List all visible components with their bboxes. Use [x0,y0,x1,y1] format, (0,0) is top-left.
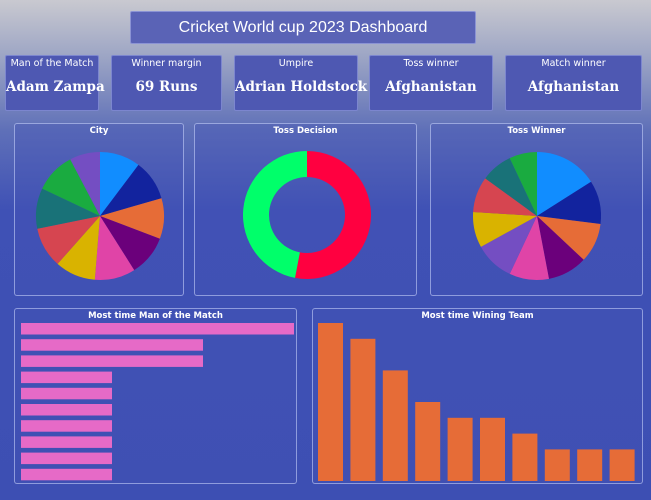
pie-slice[interactable] [100,198,164,239]
bar[interactable] [512,433,538,481]
bar[interactable] [447,417,473,481]
card-label: Match winner [541,58,606,69]
card-value: Adrian Holdstock [235,79,368,95]
card-man-of-the-match[interactable]: Man of the Match Adam Zampa [5,55,105,111]
pie-slice[interactable] [70,152,100,216]
card-label: Man of the Match [10,58,94,69]
bar[interactable] [21,436,112,448]
most-man-of-match-panel[interactable]: Most time Man of the Match [14,308,297,484]
pie-slice[interactable] [537,181,601,225]
pie-slice[interactable] [485,158,537,216]
card-value: Afghanistan [385,79,477,95]
most-winning-team-panel[interactable]: Most time Wining Team [312,308,643,484]
card-label: Umpire [278,58,314,69]
card-label: Winner margin [131,58,202,69]
pie-slice[interactable] [243,151,307,278]
bar[interactable] [21,387,112,400]
chart-title: Most time Wining Team [421,311,534,321]
most-man-of-match-bar-chart [21,323,294,481]
chart-title: Toss Winner [507,126,566,136]
pie-slice[interactable] [537,152,592,216]
pie-slice[interactable] [94,216,135,280]
bar[interactable] [21,468,112,481]
chart-title: Toss Decision [273,126,338,136]
dashboard-title: Cricket World cup 2023 Dashboard [130,11,476,44]
pie-slice[interactable] [537,216,601,260]
toss-winner-pie-chart [473,152,601,280]
pie-slice[interactable] [100,152,139,216]
card-label: Toss winner [403,58,459,69]
pie-slice[interactable] [100,164,162,216]
pie-slice[interactable] [57,216,100,280]
pie-slice[interactable] [473,211,537,247]
bar[interactable] [382,370,408,481]
most-winning-team-bar-chart [318,323,635,481]
pie-slice[interactable] [100,216,160,271]
bar[interactable] [21,371,112,384]
pie-slice[interactable] [37,216,100,264]
bar[interactable] [609,449,635,481]
bar[interactable] [415,402,441,481]
bar[interactable] [21,420,112,432]
pie-slice[interactable] [509,216,549,280]
bar[interactable] [21,452,112,465]
toss-decision-donut-chart [243,151,371,279]
card-winner-margin[interactable]: Winner margin 69 Runs [111,55,222,111]
card-value: Afghanistan [527,79,620,95]
pie-slice[interactable] [537,216,584,279]
card-umpire[interactable]: Umpire Adrian Holdstock [234,55,368,111]
pie-slice[interactable] [509,152,537,216]
chart-title: Most time Man of the Match [88,311,223,321]
toss-decision-donut-panel[interactable]: Toss Decision [194,123,417,296]
bar[interactable] [21,404,112,416]
bar[interactable] [318,323,343,481]
bar[interactable] [21,339,203,351]
card-match-winner[interactable]: Match winner Afghanistan [505,55,642,111]
card-value: Adam Zampa [6,79,105,95]
bar[interactable] [21,323,294,335]
chart-title: City [89,126,109,136]
pie-slice[interactable] [480,216,537,274]
toss-winner-pie-panel[interactable]: Toss Winner [430,123,643,296]
bar[interactable] [21,355,203,367]
city-pie-chart [36,152,164,280]
pie-slice[interactable] [295,151,371,279]
card-value: 69 Runs [135,79,198,95]
city-pie-panel[interactable]: City [14,123,184,296]
pie-slice[interactable] [42,159,100,216]
pie-slice[interactable] [473,178,537,216]
bar[interactable] [577,449,603,481]
bar[interactable] [350,338,376,481]
pie-slice[interactable] [36,188,100,229]
bar[interactable] [544,449,570,481]
bar[interactable] [480,417,505,481]
card-toss-winner[interactable]: Toss winner Afghanistan [369,55,493,111]
